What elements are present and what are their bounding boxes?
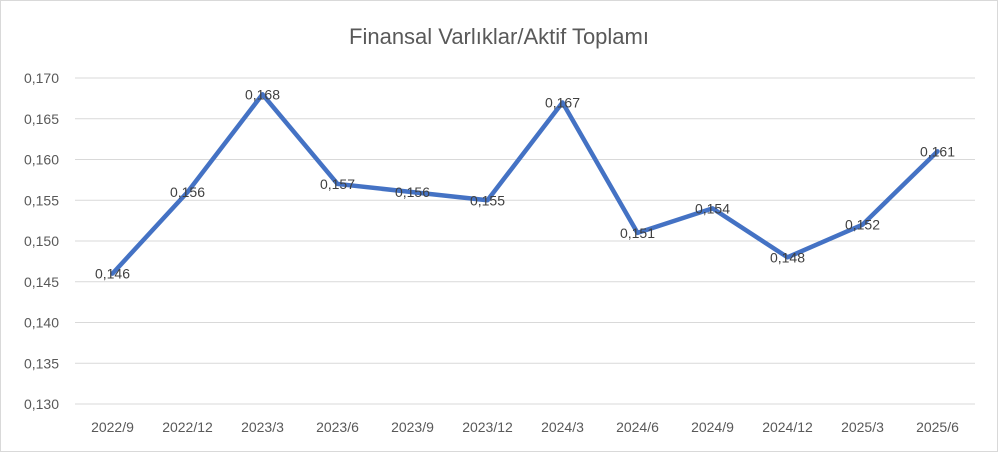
x-tick-label: 2023/6 — [316, 419, 359, 435]
gridlines — [75, 77, 975, 405]
data-label: 0,157 — [320, 176, 355, 192]
data-label: 0,152 — [845, 217, 880, 233]
data-point — [786, 255, 789, 259]
data-point — [336, 182, 339, 186]
y-tick-label: 0,155 — [24, 192, 59, 208]
series-line — [110, 92, 940, 276]
data-label: 0,161 — [920, 143, 955, 159]
y-tick-label: 0,160 — [24, 152, 59, 168]
data-label: 0,156 — [395, 184, 430, 200]
y-tick-label: 0,170 — [24, 70, 59, 86]
chart-title: Finansal Varlıklar/Aktif Toplamı — [349, 24, 649, 49]
data-point — [186, 190, 189, 194]
data-label: 0,156 — [170, 184, 205, 200]
data-point — [561, 100, 564, 104]
x-tick-label: 2022/12 — [162, 419, 213, 435]
y-tick-label: 0,150 — [24, 233, 59, 249]
data-label: 0,146 — [95, 266, 130, 282]
y-tick-label: 0,140 — [24, 315, 59, 331]
x-tick-label: 2022/9 — [91, 419, 134, 435]
x-tick-label: 2025/3 — [841, 419, 884, 435]
x-tick-label: 2024/9 — [691, 419, 734, 435]
y-tick-label: 0,130 — [24, 396, 59, 412]
data-point — [411, 190, 414, 194]
x-tick-label: 2025/6 — [916, 419, 959, 435]
data-label: 0,155 — [470, 192, 505, 208]
y-tick-label: 0,135 — [24, 355, 59, 371]
data-point — [861, 223, 864, 227]
data-label: 0,154 — [695, 200, 730, 216]
data-label: 0,168 — [245, 86, 280, 102]
y-tick-label: 0,145 — [24, 274, 59, 290]
data-point — [711, 206, 714, 210]
data-point — [111, 272, 114, 276]
data-label: 0,148 — [770, 249, 805, 265]
data-label: 0,167 — [545, 94, 580, 110]
data-labels: 0,146 0,156 0,168 0,157 0,156 0,155 0,167 0,151… — [95, 86, 955, 281]
x-tick-label: 2024/12 — [762, 419, 813, 435]
x-tick-label: 2023/12 — [462, 419, 513, 435]
x-tick-label: 2023/3 — [241, 419, 284, 435]
data-point — [936, 149, 939, 153]
data-point — [486, 198, 489, 202]
data-point — [261, 92, 264, 96]
x-axis-ticks: 2022/9 2022/12 2023/3 2023/6 2023/9 2023/12 20… — [91, 419, 959, 435]
series-layer — [110, 92, 940, 276]
y-axis-ticks: 0,130 0,135 0,140 0,145 0,150 0,155 0,160 0,165… — [24, 70, 59, 412]
data-label: 0,151 — [620, 225, 655, 241]
y-tick-label: 0,165 — [24, 111, 59, 127]
x-tick-label: 2023/9 — [391, 419, 434, 435]
x-tick-label: 2024/3 — [541, 419, 584, 435]
x-tick-label: 2024/6 — [616, 419, 659, 435]
data-point — [636, 231, 639, 235]
